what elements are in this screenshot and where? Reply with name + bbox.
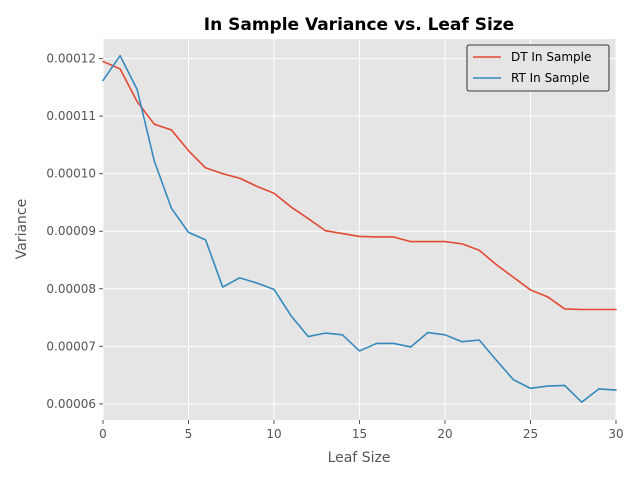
x-tick-label: 30: [608, 427, 623, 441]
x-tick-label: 0: [99, 427, 107, 441]
series-lines: [102, 54, 617, 403]
chart-title: In Sample Variance vs. Leaf Size: [204, 15, 514, 35]
y-tick-label: 0.00011: [46, 109, 96, 123]
series-line-rt: [102, 54, 617, 403]
legend: DT In Sample RT In Sample: [466, 44, 610, 92]
y-tick-label: 0.00008: [46, 282, 96, 296]
y-tick-label: 0.00012: [46, 52, 96, 66]
legend-box: [466, 44, 610, 92]
x-axis-label: Leaf Size: [328, 450, 391, 466]
y-tick-label: 0.00006: [46, 397, 96, 411]
y-tick-label: 0.00010: [46, 167, 96, 181]
gridlines: [102, 39, 617, 420]
y-tick-label: 0.00009: [46, 224, 96, 238]
legend-label-rt: RT In Sample: [511, 71, 590, 85]
x-tick-label: 15: [352, 427, 367, 441]
x-tick-label: 5: [185, 427, 193, 441]
x-tick-label: 25: [523, 427, 538, 441]
y-axis-label: Variance: [14, 199, 30, 259]
series-line-dt: [102, 60, 617, 311]
y-tick-label: 0.00007: [46, 339, 96, 353]
x-tick-label: 10: [266, 427, 281, 441]
x-tick-label: 20: [437, 427, 452, 441]
legend-label-dt: DT In Sample: [511, 50, 591, 64]
tick-labels: 0 5 10 15 20 25 30 0.00006 0.00007 0.00008 0.00009…: [46, 52, 623, 441]
